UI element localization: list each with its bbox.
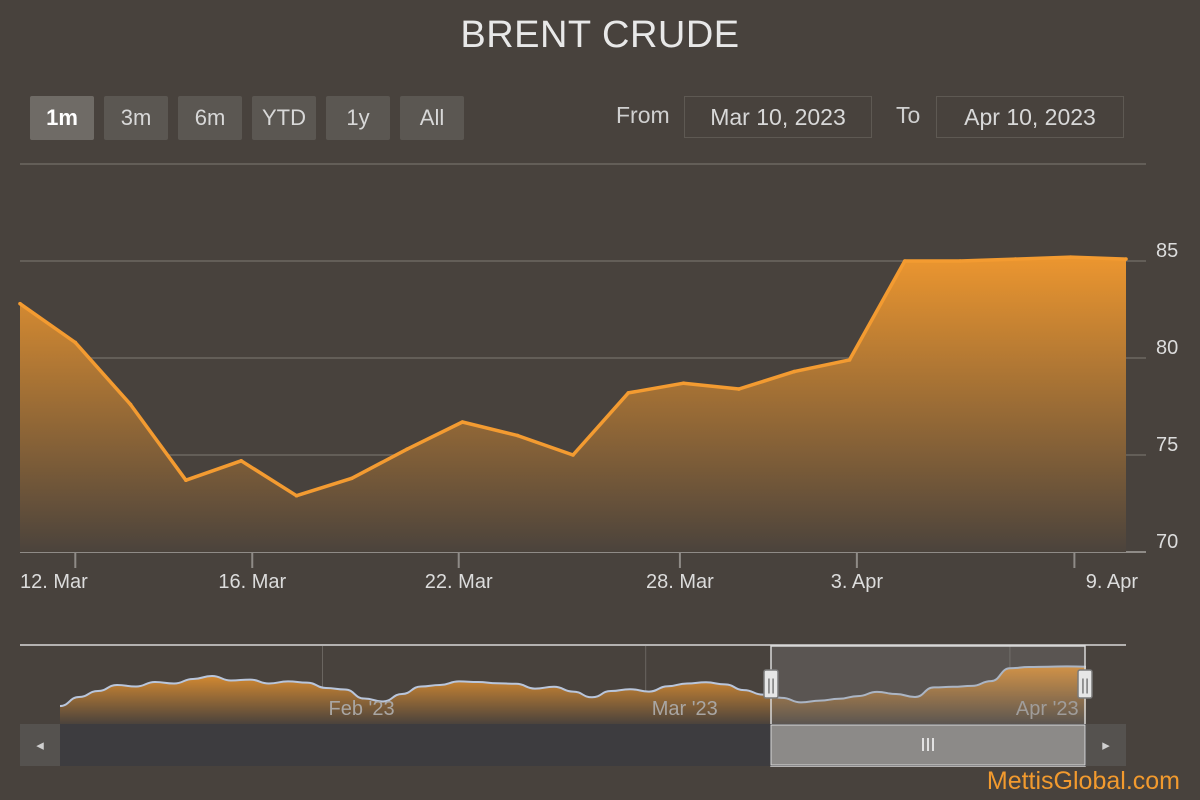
watermark: MettisGlobal.com bbox=[986, 767, 1180, 795]
scroll-right-arrow-icon: ▸ bbox=[1102, 736, 1110, 754]
data-point bbox=[903, 259, 907, 263]
navigator-handle-left[interactable]: || bbox=[763, 669, 779, 699]
data-point bbox=[460, 420, 465, 424]
range-button-6m[interactable]: 6m bbox=[178, 96, 242, 140]
navigator-handle-left-grip: || bbox=[767, 677, 775, 694]
data-point bbox=[184, 478, 188, 483]
data-point bbox=[1068, 255, 1073, 259]
chart-title: BRENT CRUDE bbox=[460, 14, 740, 56]
data-point bbox=[792, 369, 796, 374]
data-point bbox=[626, 391, 631, 395]
x-axis: 12. Mar 16. Mar 22. Mar 28. Mar 3. Apr 9. Apr bbox=[20, 552, 1138, 593]
data-point bbox=[18, 301, 22, 306]
data-point bbox=[681, 381, 686, 386]
x-tick-label: 9. Apr bbox=[1086, 571, 1139, 593]
data-point bbox=[515, 433, 520, 438]
to-label: To bbox=[896, 102, 921, 128]
x-tick-label: 28. Mar bbox=[646, 571, 714, 593]
data-point bbox=[737, 387, 741, 391]
range-selector: 1m 3m 6m YTD 1y All bbox=[30, 96, 474, 140]
range-button-3m[interactable]: 3m bbox=[104, 96, 168, 140]
range-button-ytd[interactable]: YTD bbox=[252, 96, 316, 140]
data-point bbox=[73, 340, 78, 345]
scrollbar-right-button[interactable] bbox=[1086, 724, 1126, 766]
navigator-month-label: Apr '23 bbox=[1016, 698, 1079, 720]
scrollbar-grip-icon: III bbox=[920, 735, 935, 755]
data-point bbox=[847, 358, 852, 362]
y-tick-label: 70 bbox=[1156, 531, 1178, 553]
series-points bbox=[18, 255, 1128, 498]
navigator-handle-right[interactable]: || bbox=[1077, 669, 1093, 699]
from-date-input[interactable] bbox=[684, 96, 872, 138]
to-date-input[interactable] bbox=[936, 96, 1124, 138]
x-tick-label: 22. Mar bbox=[425, 571, 493, 593]
x-tick-label: 16. Mar bbox=[218, 571, 286, 593]
y-tick-label: 75 bbox=[1156, 434, 1178, 456]
data-point bbox=[1013, 257, 1018, 261]
data-point bbox=[1124, 257, 1128, 261]
x-tick-label: 3. Apr bbox=[831, 571, 884, 593]
navigator-line bbox=[60, 665, 1087, 707]
navigator-month-labels: Feb '23 Mar '23 Apr '23 bbox=[329, 698, 1079, 720]
range-button-1m[interactable]: 1m bbox=[30, 96, 94, 140]
data-point bbox=[405, 447, 409, 451]
data-point bbox=[239, 459, 243, 463]
y-axis: 70 75 80 85 bbox=[1156, 240, 1178, 553]
navigator-area bbox=[60, 666, 1086, 724]
scroll-left-arrow-icon: ◂ bbox=[36, 736, 44, 754]
data-point bbox=[958, 259, 962, 263]
navigator-month-label: Feb '23 bbox=[329, 698, 395, 720]
navigator-month-label: Mar '23 bbox=[652, 698, 718, 720]
data-point bbox=[350, 476, 354, 481]
range-button-all[interactable]: All bbox=[400, 96, 464, 140]
data-point bbox=[294, 493, 299, 498]
y-tick-label: 80 bbox=[1156, 337, 1178, 359]
y-tick-label: 85 bbox=[1156, 240, 1178, 262]
navigator-handle-right-grip: || bbox=[1081, 677, 1089, 694]
series-area bbox=[20, 257, 1126, 552]
data-point bbox=[571, 453, 575, 457]
scrollbar-thumb[interactable] bbox=[770, 724, 1086, 766]
scrollbar[interactable]: ◂ ▸ III bbox=[20, 724, 1126, 766]
x-tick-label: 12. Mar bbox=[20, 571, 88, 593]
from-label: From bbox=[616, 102, 670, 128]
range-button-1y[interactable]: 1y bbox=[326, 96, 390, 140]
scrollbar-left-button[interactable] bbox=[20, 724, 60, 766]
data-point bbox=[128, 402, 133, 407]
